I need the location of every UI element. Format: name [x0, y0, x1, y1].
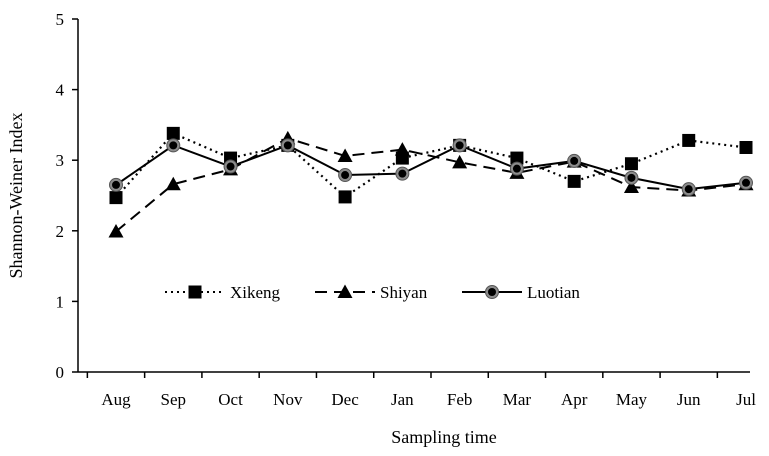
data-point: [165, 176, 181, 191]
data-point: [739, 140, 753, 154]
data-point-core: [112, 180, 120, 189]
series-xikeng: [109, 126, 753, 205]
x-tick-label: Jan: [391, 390, 414, 409]
x-tick-label: Sep: [161, 390, 187, 409]
x-tick-label: Jun: [677, 390, 701, 409]
series-luotian: [109, 138, 753, 197]
legend-marker: [337, 284, 353, 298]
data-point: [108, 224, 124, 238]
data-point: [166, 126, 180, 140]
legend-label: Shiyan: [380, 283, 428, 302]
legend-item-shiyan: Shiyan: [315, 283, 428, 302]
data-point-core: [742, 178, 750, 187]
y-tick-label: 1: [56, 292, 65, 311]
data-point: [109, 191, 123, 205]
series-line: [115, 132, 747, 199]
legend-item-xikeng: Xikeng: [165, 283, 281, 302]
x-tick-label: Apr: [561, 390, 588, 409]
x-tick-label: May: [616, 390, 648, 409]
series-line: [115, 144, 747, 191]
data-point: [567, 174, 581, 188]
legend-item-luotian: Luotian: [462, 283, 580, 302]
legend-marker-core: [488, 288, 496, 296]
data-point-core: [341, 171, 350, 180]
axes: 0 1 2 3 4 5 Aug Sep Oct Nov Dec Jan Feb Mar Apr May Jun J…: [56, 10, 757, 409]
data-point: [394, 142, 410, 156]
x-tick-label: Oct: [218, 390, 243, 409]
x-tick-label: Nov: [273, 390, 303, 409]
x-tick-label: Jul: [736, 390, 756, 409]
legend-marker: [188, 285, 202, 299]
data-point: [510, 151, 524, 165]
data-point-core: [512, 164, 521, 173]
series-line: [115, 137, 747, 233]
data-point-core: [570, 156, 579, 165]
x-tick-label: Mar: [503, 390, 532, 409]
data-point: [337, 148, 353, 162]
data-point: [623, 179, 639, 194]
legend: Xikeng Shiyan Luotian: [165, 283, 580, 302]
data-point-core: [455, 141, 464, 150]
data-point-core: [684, 185, 693, 194]
data-point-core: [627, 173, 636, 182]
x-tick-label: Dec: [331, 390, 359, 409]
y-axis-title: Shannon-Weiner Index: [6, 113, 26, 279]
data-point: [338, 190, 352, 204]
data-point-core: [169, 141, 178, 150]
data-point-core: [283, 141, 292, 150]
x-tick-label: Aug: [101, 390, 131, 409]
legend-label: Luotian: [527, 283, 580, 302]
legend-label: Xikeng: [230, 283, 281, 302]
data-point: [452, 154, 468, 169]
x-tick-label: Feb: [447, 390, 473, 409]
y-tick-label: 4: [56, 81, 65, 100]
y-tick-label: 0: [56, 363, 65, 382]
y-tick-label: 2: [56, 222, 65, 241]
x-axis-title: Sampling time: [391, 427, 497, 447]
data-point: [624, 157, 638, 171]
data-point-core: [226, 162, 235, 171]
series-layer: [108, 126, 754, 238]
y-tick-label: 5: [56, 10, 65, 29]
data-point: [682, 133, 696, 147]
data-point-core: [398, 169, 407, 178]
y-tick-label: 3: [56, 151, 65, 170]
